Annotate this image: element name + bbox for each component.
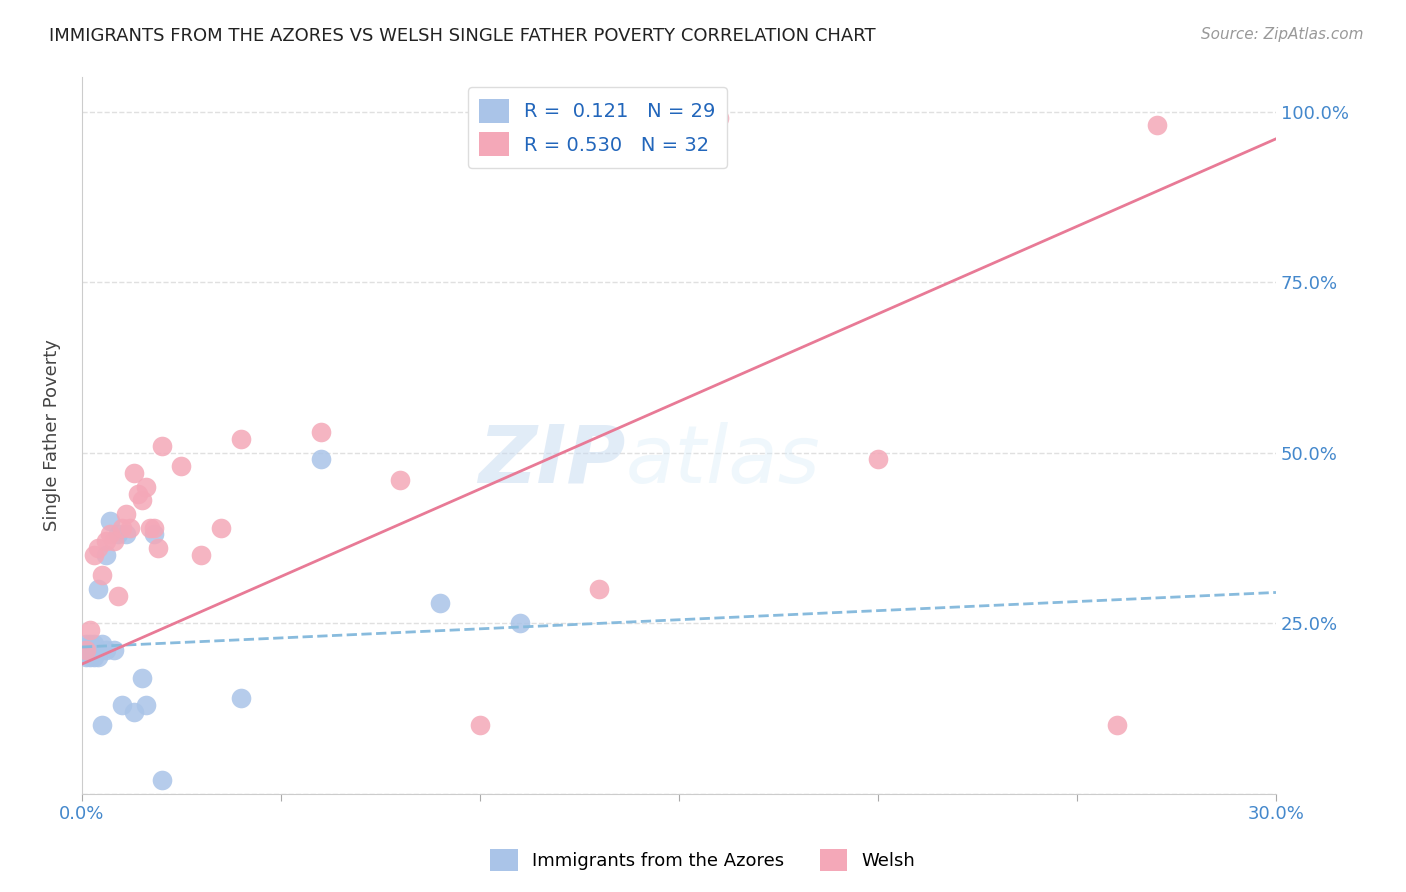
Point [150, 439, 173, 453]
Point [138, 521, 160, 535]
Point [83, 637, 105, 651]
Point [79, 623, 101, 637]
Point [94, 643, 117, 657]
Point [83, 643, 105, 657]
Point [90, 718, 112, 732]
Point [866, 452, 889, 467]
Legend: R =  0.121   N = 29, R = 0.530   N = 32: R = 0.121 N = 29, R = 0.530 N = 32 [468, 87, 727, 168]
Point [170, 459, 193, 474]
Point [231, 432, 253, 446]
Point [79, 650, 101, 665]
Point [90, 568, 112, 582]
Point [122, 705, 145, 719]
Point [209, 521, 232, 535]
Point [75, 650, 97, 665]
Point [135, 480, 157, 494]
Y-axis label: Single Father Poverty: Single Father Poverty [44, 340, 60, 532]
Text: atlas: atlas [626, 422, 820, 500]
Text: Source: ZipAtlas.com: Source: ZipAtlas.com [1201, 27, 1364, 42]
Legend: Immigrants from the Azores, Welsh: Immigrants from the Azores, Welsh [484, 842, 922, 879]
Point [79, 643, 101, 657]
Point [75, 637, 97, 651]
Point [75, 643, 97, 657]
Point [122, 466, 145, 480]
Point [142, 527, 165, 541]
Point [87, 650, 110, 665]
Point [190, 548, 212, 562]
Point [127, 486, 149, 500]
Point [509, 616, 531, 631]
Point [90, 637, 112, 651]
Point [107, 527, 129, 541]
Point [103, 643, 125, 657]
Point [1105, 718, 1128, 732]
Point [107, 589, 129, 603]
Point [114, 527, 136, 541]
Point [83, 548, 105, 562]
Point [309, 452, 332, 467]
Point [94, 534, 117, 549]
Point [111, 698, 134, 712]
Point [309, 425, 332, 439]
Point [87, 541, 110, 555]
Point [131, 671, 153, 685]
Point [588, 582, 610, 596]
Point [1146, 118, 1168, 132]
Point [142, 521, 165, 535]
Point [389, 473, 412, 487]
Point [98, 527, 121, 541]
Point [468, 718, 491, 732]
Text: IMMIGRANTS FROM THE AZORES VS WELSH SINGLE FATHER POVERTY CORRELATION CHART: IMMIGRANTS FROM THE AZORES VS WELSH SING… [49, 27, 876, 45]
Point [131, 493, 153, 508]
Text: ZIP: ZIP [478, 422, 626, 500]
Point [87, 582, 110, 596]
Point [231, 691, 253, 706]
Point [146, 541, 169, 555]
Point [98, 514, 121, 528]
Point [114, 507, 136, 521]
Point [79, 637, 101, 651]
Point [83, 650, 105, 665]
Point [94, 548, 117, 562]
Point [103, 534, 125, 549]
Point [118, 521, 141, 535]
Point [707, 112, 730, 126]
Point [111, 521, 134, 535]
Point [429, 596, 451, 610]
Point [75, 643, 97, 657]
Point [135, 698, 157, 712]
Point [150, 772, 173, 787]
